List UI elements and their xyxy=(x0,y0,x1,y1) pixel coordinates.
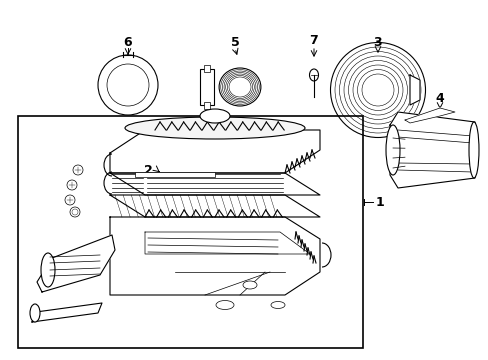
Circle shape xyxy=(65,195,75,205)
Polygon shape xyxy=(110,130,319,173)
Polygon shape xyxy=(404,108,454,123)
Text: 7: 7 xyxy=(309,33,318,46)
Circle shape xyxy=(67,180,77,190)
Text: 6: 6 xyxy=(123,36,132,49)
Text: 5: 5 xyxy=(230,36,239,49)
Bar xyxy=(203,65,209,72)
Polygon shape xyxy=(110,173,319,195)
Text: 2: 2 xyxy=(143,163,152,176)
Circle shape xyxy=(73,165,83,175)
Polygon shape xyxy=(409,75,419,105)
Polygon shape xyxy=(389,112,474,188)
Bar xyxy=(135,172,215,177)
Polygon shape xyxy=(110,217,319,295)
Polygon shape xyxy=(37,235,115,292)
Ellipse shape xyxy=(243,281,257,289)
Ellipse shape xyxy=(216,301,234,310)
Bar xyxy=(18,116,362,348)
Ellipse shape xyxy=(468,122,478,178)
Circle shape xyxy=(70,207,80,217)
Ellipse shape xyxy=(30,304,40,322)
Polygon shape xyxy=(145,232,309,254)
Text: 4: 4 xyxy=(435,91,444,104)
Text: 3: 3 xyxy=(373,36,382,49)
Ellipse shape xyxy=(385,125,399,175)
Ellipse shape xyxy=(309,69,318,81)
Ellipse shape xyxy=(200,109,229,123)
Bar xyxy=(203,102,209,109)
Text: 1: 1 xyxy=(375,195,384,208)
Polygon shape xyxy=(110,195,319,217)
Bar xyxy=(200,69,214,105)
Ellipse shape xyxy=(41,253,55,287)
Ellipse shape xyxy=(125,117,305,139)
Polygon shape xyxy=(32,303,102,322)
Ellipse shape xyxy=(270,302,285,309)
